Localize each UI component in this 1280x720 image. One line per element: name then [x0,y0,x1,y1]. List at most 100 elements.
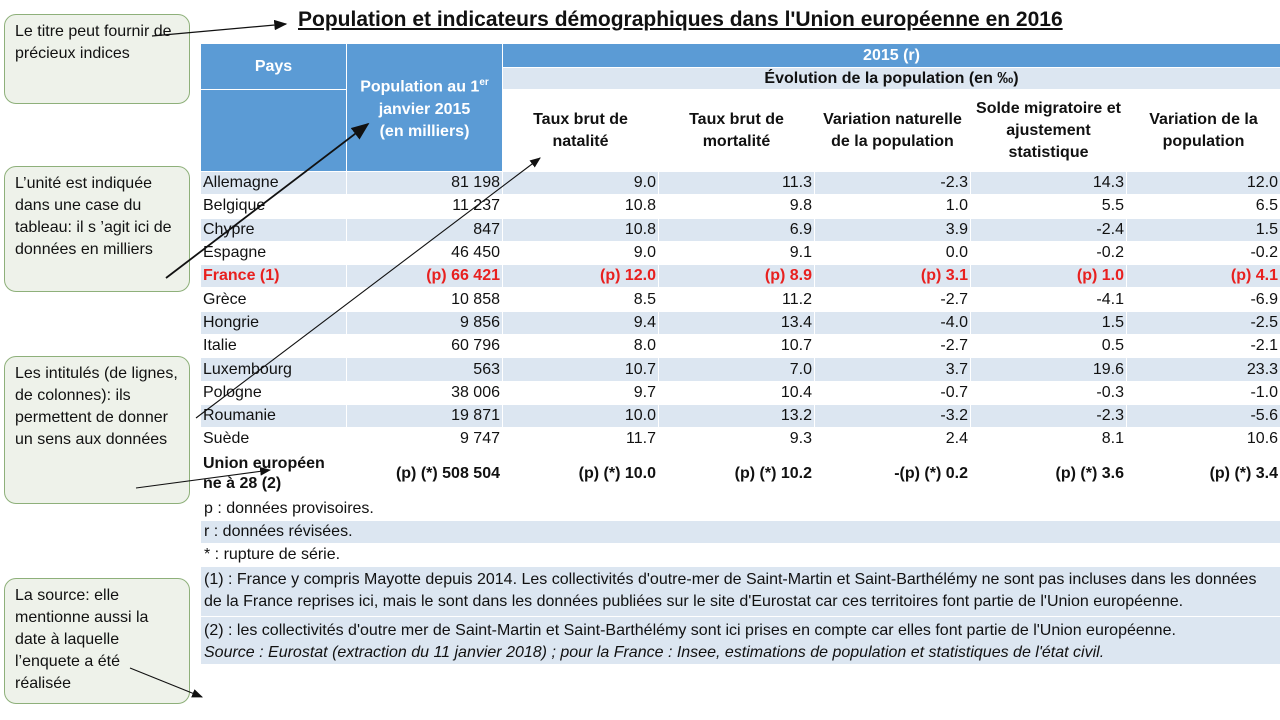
cell-population: 19 871 [346,403,503,429]
table-row: Hongrie 9 856 9.4 13.4 -4.0 1.5 -2.5 [200,310,1280,336]
cell-solde-migratoire: -0.3 [970,380,1127,405]
cell-solde-migratoire: -2.4 [970,217,1127,242]
table-row: Roumanie 19 871 10.0 13.2 -3.2 -2.3 -5.6 [200,403,1280,429]
cell-natalite: 8.5 [502,287,659,312]
cell-pays: Chypre [200,217,347,242]
cell-natalite: 9.0 [502,170,659,196]
cell-population: 46 450 [346,240,503,266]
callout-labels-hint: Les intitulés (de lignes, de colonnes): … [4,356,190,504]
cell-variation-naturelle: -(p) (*) 0.2 [814,450,971,498]
table-row: Pologne 38 006 9.7 10.4 -0.7 -0.3 -1.0 [200,380,1280,405]
cell-solde-migratoire: -2.3 [970,403,1127,429]
cell-variation-population: -5.6 [1125,403,1280,429]
cell-population: 38 006 [346,380,503,405]
cell-mortalite: 10.4 [658,380,815,405]
cell-variation-population: 6.5 [1125,194,1280,219]
cell-variation-population: -2.5 [1125,310,1280,336]
cell-pays: Espagne [200,240,347,266]
cell-solde-migratoire: (p) (*) 3.6 [970,450,1127,498]
cell-variation-population: -6.9 [1125,287,1280,312]
cell-solde-migratoire: 0.5 [970,334,1127,359]
cell-variation-population: -1.0 [1125,380,1280,405]
cell-solde-migratoire: 14.3 [970,170,1127,196]
cell-variation-naturelle: -3.2 [814,403,971,429]
cell-pays: Union européen ne à 28 (2) [200,450,347,498]
cell-mortalite: 7.0 [658,357,815,382]
cell-variation-naturelle: -2.7 [814,287,971,312]
cell-mortalite: 11.3 [658,170,815,196]
cell-natalite: 11.7 [502,427,659,452]
note-2: (2) : les collectivités d'outre mer de S… [204,621,1176,639]
cell-pays: Pologne [200,380,347,405]
cell-variation-naturelle: (p) 3.1 [814,264,971,289]
cell-population: 563 [346,357,503,382]
cell-mortalite: 13.4 [658,310,815,336]
callout-title-hint: Le titre peut fournir de précieux indice… [4,14,190,104]
cell-population: 11 237 [346,194,503,219]
cell-variation-naturelle: 1.0 [814,194,971,219]
cell-population: 9 747 [346,427,503,452]
cell-solde-migratoire: 8.1 [970,427,1127,452]
cell-population: 81 198 [346,170,503,196]
cell-solde-migratoire: 5.5 [970,194,1127,219]
header-variation-population: Variation de la population [1125,89,1280,172]
page-title: Population et indicateurs démographiques… [298,8,1063,31]
cell-variation-naturelle: 0.0 [814,240,971,266]
cell-pays: Allemagne [200,170,347,196]
header-mortalite: Taux brut de mortalité [658,89,815,172]
cell-pays: Roumanie [200,403,347,429]
cell-variation-naturelle: 3.9 [814,217,971,242]
cell-variation-naturelle: 2.4 [814,427,971,452]
table-row: Grèce 10 858 8.5 11.2 -2.7 -4.1 -6.9 [200,287,1280,312]
cell-natalite: 9.0 [502,240,659,266]
cell-variation-population: 23.3 [1125,357,1280,382]
cell-variation-population: (p) (*) 3.4 [1125,450,1280,498]
cell-variation-naturelle: -4.0 [814,310,971,336]
table-row: Belgique 11 237 10.8 9.8 1.0 5.5 6.5 [200,194,1280,219]
cell-pays: Luxembourg [200,357,347,382]
header-evolution: Évolution de la population (en ‰) [501,67,1280,90]
header-variation-naturelle: Variation naturelle de la population [814,89,971,172]
cell-mortalite: 6.9 [658,217,815,242]
table-row: Suède 9 747 11.7 9.3 2.4 8.1 10.6 [200,427,1280,452]
cell-population: 847 [346,217,503,242]
cell-mortalite: 9.1 [658,240,815,266]
cell-variation-naturelle: -2.3 [814,170,971,196]
cell-natalite: 10.8 [502,217,659,242]
cell-natalite: (p) (*) 10.0 [502,450,659,498]
cell-mortalite: (p) 8.9 [658,264,815,289]
cell-pays: Hongrie [200,310,347,336]
cell-pays: Belgique [200,194,347,219]
cell-variation-population: -0.2 [1125,240,1280,266]
table-row: Luxembourg 563 10.7 7.0 3.7 19.6 23.3 [200,357,1280,382]
cell-solde-migratoire: 19.6 [970,357,1127,382]
header-natalite: Taux brut de natalité [502,89,659,172]
cell-variation-naturelle: -2.7 [814,334,971,359]
cell-natalite: 8.0 [502,334,659,359]
header-population: Population au 1er janvier 2015 (en milli… [346,43,503,172]
note-star: * : rupture de série. [199,542,1280,567]
cell-solde-migratoire: (p) 1.0 [970,264,1127,289]
cell-population: 10 858 [346,287,503,312]
cell-mortalite: 10.7 [658,334,815,359]
cell-mortalite: 9.8 [658,194,815,219]
header-pays: Pays [200,43,347,90]
cell-mortalite: 13.2 [658,403,815,429]
demographics-table: Pays Population au 1er janvier 2015 (en … [199,43,1280,665]
table-row: Union européen ne à 28 (2) (p) (*) 508 50… [200,450,1280,498]
cell-pays: Grèce [200,287,347,312]
header-pays-cont [200,89,347,172]
note-1: (1) : France y compris Mayotte depuis 20… [199,565,1280,617]
table-row: Chypre 847 10.8 6.9 3.9 -2.4 1.5 [200,217,1280,242]
cell-variation-naturelle: -0.7 [814,380,971,405]
note-r: r : données révisées. [199,519,1280,544]
cell-variation-population: -2.1 [1125,334,1280,359]
cell-pays: France (1) [200,264,347,289]
callout-source-hint: La source: elle mentionne aussi la date … [4,578,190,704]
cell-natalite: 9.4 [502,310,659,336]
cell-variation-population: (p) 4.1 [1125,264,1280,289]
cell-pays: Italie [200,334,347,359]
cell-variation-population: 10.6 [1125,427,1280,452]
source-line: Source : Eurostat (extraction du 11 janv… [204,643,1105,661]
table-row: Espagne 46 450 9.0 9.1 0.0 -0.2 -0.2 [200,240,1280,266]
